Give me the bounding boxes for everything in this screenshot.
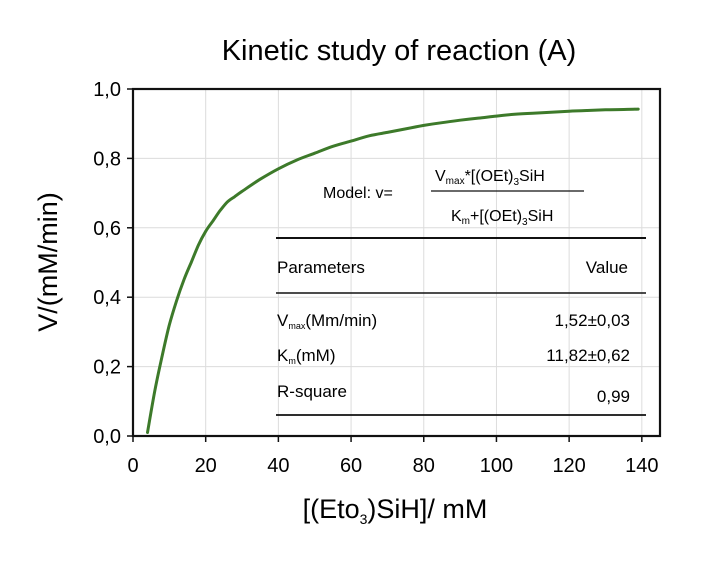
- table-row-km-label: Km(mM): [277, 346, 336, 366]
- x-tick-label-6: 120: [552, 455, 585, 477]
- table-header-parameters: Parameters: [277, 258, 365, 277]
- vmax-subscript: max: [446, 176, 465, 187]
- x-tick-label-0: 0: [127, 455, 138, 477]
- series-layer: [146, 107, 640, 434]
- x-axis-label-subscript: 3: [360, 511, 368, 527]
- table-row-vmax-value: 1,52±0,03: [554, 311, 630, 330]
- table-row-km-value: 11,82±0,62: [546, 346, 630, 365]
- model-numerator: Vmax*[(OEt)3SiH: [435, 168, 545, 188]
- x-axis-label-suffix: )SiH]/ mM: [367, 494, 487, 524]
- x-axis-label-prefix: [(Eto: [303, 494, 360, 524]
- y-tick-label-3: 0,6: [93, 218, 121, 240]
- parameter-table: Parameters Value Vmax(Mm/min) 1,52±0,03 …: [276, 237, 646, 416]
- y-tick-label-4: 0,8: [93, 148, 121, 170]
- table-header-value: Value: [586, 258, 628, 277]
- y-tick-label-5: 1,0: [93, 79, 121, 101]
- y-tick-label-1: 0,2: [93, 357, 121, 379]
- axis-ticks: 0 20 40 60 80 100 120 140 0,0 0,2 0,4 0,6 0,8 1,0: [93, 79, 658, 477]
- x-tick-label-4: 80: [413, 455, 435, 477]
- y-tick-label-2: 0,4: [93, 287, 121, 309]
- table-row-rsquare-label: R-square: [277, 382, 347, 401]
- series-line-0: [146, 107, 640, 434]
- x-tick-label-1: 20: [195, 455, 217, 477]
- table-row-rsquare-value: 0,99: [597, 387, 630, 406]
- km-subscript: m: [462, 216, 470, 227]
- x-axis-label: [(Eto3)SiH]/ mM: [303, 494, 488, 527]
- grid-lines: [133, 89, 660, 436]
- model-denominator: Km+[(OEt)3SiH: [451, 208, 553, 228]
- y-tick-label-0: 0,0: [93, 426, 121, 448]
- x-tick-label-2: 40: [267, 455, 289, 477]
- table-row-vmax-label: Vmax(Mm/min): [277, 311, 377, 331]
- model-formula: Model: v= Vmax*[(OEt)3SiH Km+[(OEt)3SiH: [323, 168, 584, 228]
- x-tick-label-5: 100: [480, 455, 513, 477]
- model-prefix: Model: v=: [323, 185, 393, 202]
- x-tick-label-7: 140: [625, 455, 658, 477]
- plot-frame: [131, 87, 662, 438]
- x-tick-label-3: 60: [340, 455, 362, 477]
- y-axis-label: V/(mM/min): [33, 192, 63, 331]
- chart-title: Kinetic study of reaction (A): [222, 35, 577, 67]
